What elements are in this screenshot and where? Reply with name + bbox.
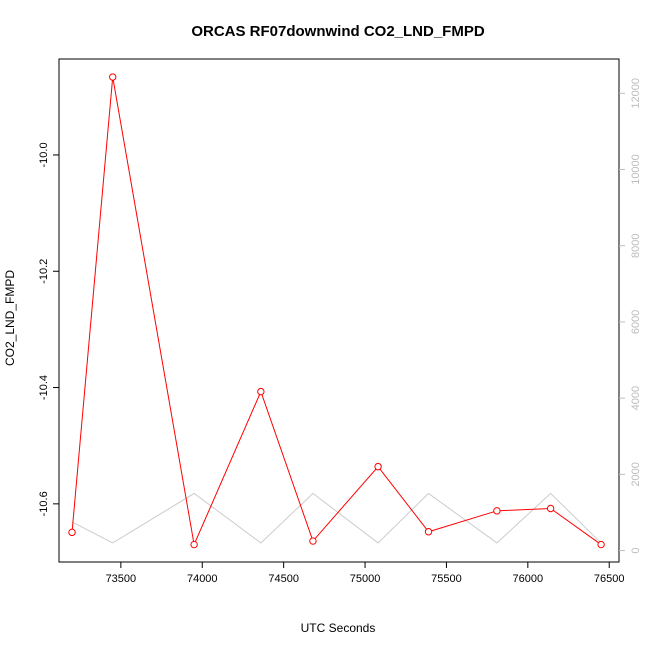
- y2-tick-label: 10000: [630, 154, 642, 185]
- data-point: [257, 387, 265, 396]
- data-point: [597, 540, 605, 549]
- y2-tick-label: 12000: [630, 78, 642, 109]
- y-tick-label: -10.4: [38, 375, 50, 400]
- x-tick-label: 75500: [431, 573, 462, 585]
- data-point: [493, 507, 501, 515]
- data-point: [109, 73, 117, 81]
- y2-tick-label: 4000: [630, 386, 642, 410]
- x-tick-label: 74500: [268, 573, 299, 585]
- plot-frame: [58, 58, 620, 563]
- y-tick-label: -10.2: [38, 259, 50, 284]
- x-tick-label: 73500: [106, 573, 137, 585]
- x-tick-label: 75000: [350, 573, 381, 585]
- series-layer: [68, 73, 605, 549]
- data-point: [424, 528, 433, 536]
- x-axis-label: UTC Seconds: [301, 621, 376, 635]
- data-point: [546, 504, 555, 513]
- y2-tick-label: 0: [630, 548, 642, 554]
- y2-tick-label: 2000: [630, 462, 642, 486]
- data-point: [374, 462, 382, 471]
- series-line-secondary: [71, 492, 602, 544]
- y-axis: -10.6 -10.4 -10.2 -10.0: [38, 142, 59, 516]
- data-point: [309, 537, 317, 545]
- x-tick-label: 74000: [187, 573, 218, 585]
- y2-axis-secondary: 0 2000 4000 6000 8000 10000 12000: [619, 78, 642, 554]
- plot-area: [58, 58, 620, 563]
- y-tick-label: -10.6: [38, 491, 50, 516]
- chart-title: ORCAS RF07downwind CO2_LND_FMPD: [191, 23, 485, 40]
- data-point: [68, 528, 76, 537]
- x-tick-label: 76000: [513, 573, 544, 585]
- series-line-co2: [71, 76, 602, 547]
- x-axis: 73500 74000 74500 75000 75500 76000 76500: [106, 562, 625, 585]
- y2-tick-label: 6000: [630, 310, 642, 334]
- x-tick-label: 76500: [594, 573, 625, 585]
- data-point: [190, 540, 198, 549]
- y-axis-label: CO2_LND_FMPD: [3, 270, 17, 366]
- y2-tick-label: 8000: [630, 233, 642, 257]
- y-tick-label: -10.0: [38, 142, 50, 167]
